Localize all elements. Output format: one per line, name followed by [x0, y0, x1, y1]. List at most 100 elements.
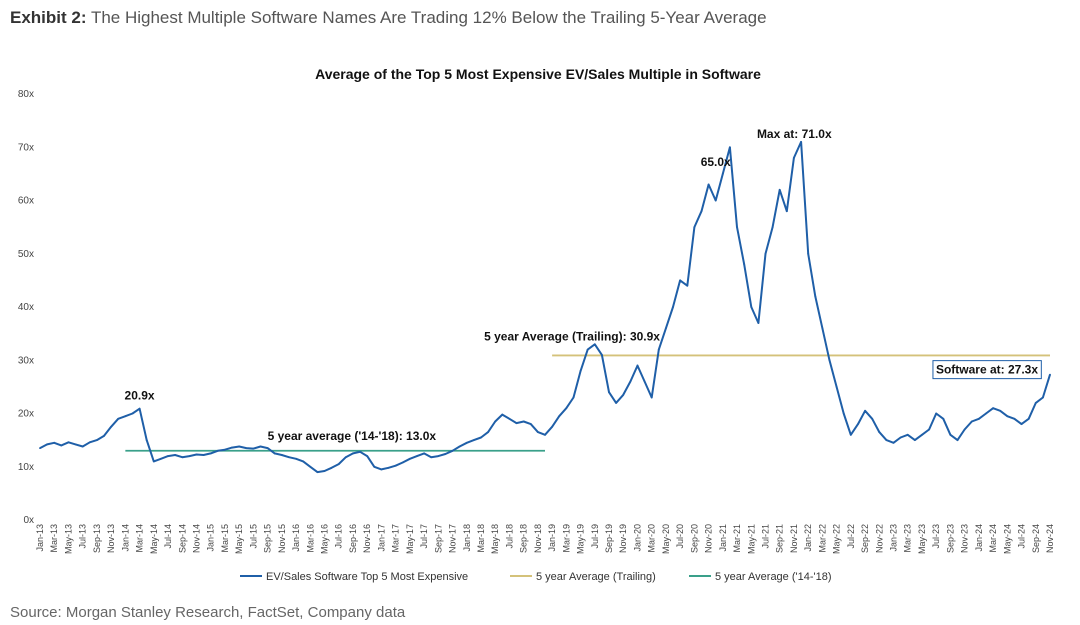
data-point [736, 226, 738, 229]
data-point [906, 433, 909, 436]
y-tick-label: 50x [18, 249, 34, 260]
x-tick-label: Jul-15 [248, 524, 258, 549]
data-point [344, 456, 347, 459]
data-point [593, 343, 596, 346]
x-tick-label: May-15 [234, 524, 244, 554]
data-point [252, 447, 255, 450]
annotation-label: 65.0x [701, 155, 731, 169]
annotation-box [932, 360, 1042, 380]
series-layer [39, 140, 1051, 474]
x-tick-label: Mar-20 [647, 524, 657, 553]
data-point [657, 348, 660, 351]
x-tick-label: Jan-15 [206, 524, 216, 552]
data-point [174, 454, 177, 456]
data-point [536, 431, 539, 434]
x-tick-label: Nov-21 [789, 524, 799, 553]
x-tick-label: May-24 [1002, 524, 1012, 554]
x-tick-label: Jul-19 [590, 524, 600, 549]
data-point [928, 428, 930, 431]
x-tick-label: Jul-23 [931, 524, 941, 549]
x-tick-label: Sep-17 [433, 524, 443, 553]
data-point [814, 295, 817, 298]
data-point [216, 449, 219, 452]
x-tick-label: Jul-14 [163, 524, 173, 549]
data-point [714, 199, 717, 202]
x-tick-label: Jan-20 [632, 524, 642, 552]
annotation-layer: 20.9x 5 year average ('14-'18): 13.0x 5 ye… [125, 127, 1042, 443]
x-tick-label: Mar-14 [135, 524, 145, 553]
annotation-label: 5 year Average (Trailing): 30.9x [484, 329, 660, 343]
data-point [650, 396, 653, 399]
x-tick-label: Nov-22 [874, 524, 884, 553]
data-point [288, 456, 290, 459]
data-point [679, 279, 682, 282]
x-tick-label: Jul-18 [504, 524, 514, 549]
x-tick-label: Nov-16 [362, 524, 372, 553]
x-tick-label: May-16 [320, 524, 330, 554]
data-point [821, 327, 824, 330]
data-point [892, 441, 895, 444]
data-point [352, 452, 354, 455]
data-point [878, 431, 881, 434]
data-point [615, 401, 618, 404]
x-tick-label: Jul-24 [1017, 524, 1027, 549]
x-tick-label: Jan-19 [547, 524, 557, 552]
data-point [302, 460, 305, 463]
data-point [472, 439, 475, 442]
data-point [451, 449, 454, 452]
exhibit-title-text: The Highest Multiple Software Names Are … [90, 8, 767, 27]
x-tick-label: Jul-20 [675, 524, 685, 549]
data-point [572, 396, 575, 399]
data-point [231, 446, 233, 449]
x-tick-label: Jan-23 [889, 524, 899, 552]
x-tick-label: Jan-16 [291, 524, 301, 552]
data-point [629, 380, 632, 383]
data-point [1034, 401, 1037, 404]
data-point [366, 455, 369, 457]
data-point [387, 466, 390, 469]
legend-label: 5 year Average (Trailing) [536, 571, 656, 583]
data-point [323, 470, 326, 472]
data-point [1020, 423, 1023, 426]
x-tick-label: Jan-17 [376, 524, 386, 552]
x-tick-label: Sep-23 [945, 524, 955, 553]
x-tick-label: Mar-13 [49, 524, 59, 553]
x-tick-label: Sep-22 [860, 524, 870, 553]
data-point [729, 146, 731, 149]
data-point [295, 457, 297, 460]
data-point [707, 183, 710, 186]
data-point [60, 444, 63, 447]
data-point [864, 409, 866, 412]
data-point [508, 417, 511, 420]
x-tick-label: Mar-21 [732, 524, 742, 553]
data-point [622, 393, 625, 396]
data-point [209, 452, 212, 455]
x-tick-label: Sep-24 [1031, 524, 1041, 553]
exhibit-label: Exhibit 2: [10, 8, 87, 27]
data-point [408, 457, 411, 460]
x-tick-label: Nov-19 [618, 524, 628, 553]
data-point [117, 417, 120, 420]
data-point [416, 455, 418, 457]
x-tick-label: Sep-19 [604, 524, 614, 553]
data-point [152, 460, 155, 463]
annotation-label: 20.9x [125, 389, 155, 403]
x-tick-label: May-17 [405, 524, 415, 554]
x-tick-label: May-22 [832, 524, 842, 554]
data-point [380, 468, 383, 471]
x-tick-label: Jul-21 [760, 524, 770, 549]
x-tick-label: Jan-21 [718, 524, 728, 552]
data-point [793, 157, 795, 159]
y-tick-label: 60x [18, 196, 34, 207]
data-point [778, 188, 781, 191]
x-tick-label: Mar-22 [817, 524, 827, 553]
x-tick-label: May-23 [917, 524, 927, 554]
x-tick-label: Nov-13 [106, 524, 116, 553]
data-point [437, 455, 440, 457]
x-tick-label: Jan-18 [462, 524, 472, 552]
data-point [1006, 415, 1009, 418]
data-point [202, 454, 205, 456]
data-point [800, 141, 802, 143]
data-point [309, 465, 312, 468]
data-point [757, 322, 760, 324]
